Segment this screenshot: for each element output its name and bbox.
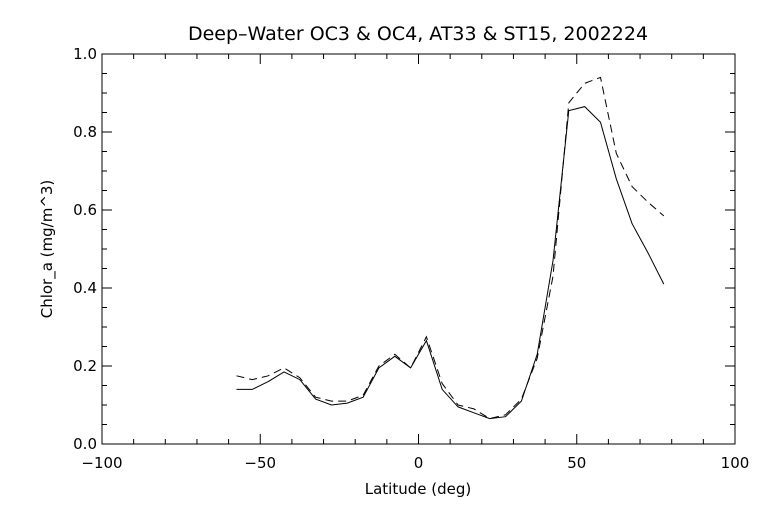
series-line-1-solid — [236, 106, 665, 420]
y-tick-label: 0.8 — [73, 123, 97, 141]
y-tick-label: 0.4 — [73, 279, 97, 297]
plot-frame — [101, 53, 736, 445]
x-tick-label: −100 — [81, 454, 122, 472]
y-tick-label: 1.0 — [73, 45, 97, 63]
chart-title: Deep–Water OC3 & OC4, AT33 & ST15, 20022… — [188, 23, 648, 45]
y-axis-label: Chlor_a (mg/m^3) — [38, 180, 57, 319]
x-tick-label: 100 — [721, 454, 750, 472]
y-tick-label: 0.0 — [73, 435, 97, 453]
x-axis-label: Latitude (deg) — [365, 480, 471, 498]
axis-ticks — [101, 53, 736, 445]
tick-labels: −100 −50 0 50 100 0.0 0.2 0.4 0.6 0.8 1.0 — [73, 45, 749, 472]
x-tick-label: 0 — [414, 454, 424, 472]
series-lines — [236, 76, 665, 420]
y-tick-label: 0.2 — [73, 357, 97, 375]
series-line-2-dashed — [236, 76, 665, 420]
y-tick-label: 0.6 — [73, 201, 97, 219]
x-tick-label: 50 — [567, 454, 586, 472]
x-tick-label: −50 — [244, 454, 276, 472]
